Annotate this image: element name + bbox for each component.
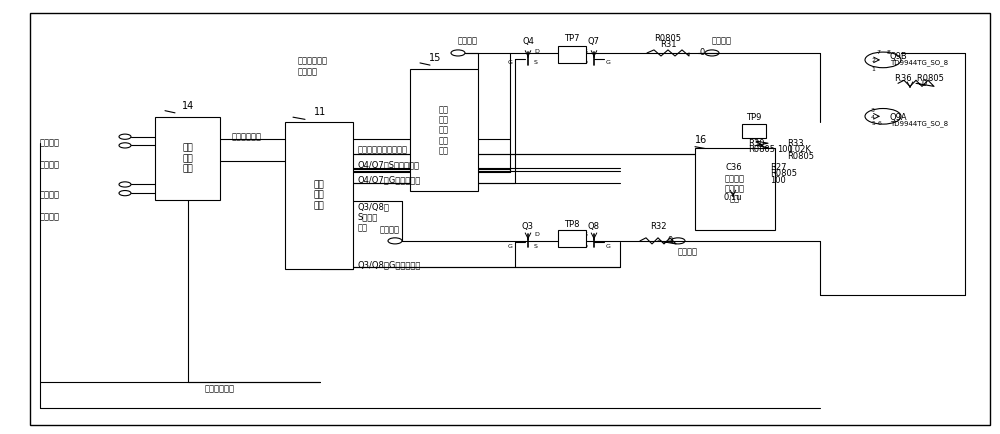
Text: S: S (534, 60, 538, 66)
Text: 控制信号: 控制信号 (40, 161, 60, 169)
Text: 15: 15 (429, 53, 441, 63)
Text: 负输入端: 负输入端 (380, 226, 400, 234)
Text: Q3/Q8的
S极控制
信号: Q3/Q8的 S极控制 信号 (358, 202, 390, 232)
Text: C36: C36 (725, 163, 742, 171)
Text: R32: R32 (650, 222, 666, 231)
Text: Q7: Q7 (588, 36, 600, 46)
Bar (695, 148, 775, 230)
Text: 泄放控制信号: 泄放控制信号 (205, 384, 235, 393)
Text: 初级高压检测: 初级高压检测 (298, 56, 328, 65)
Text: G: G (606, 244, 611, 249)
Text: 1: 1 (871, 67, 875, 72)
Bar (155, 117, 220, 200)
Text: 8: 8 (887, 49, 891, 55)
Text: Q3: Q3 (522, 222, 534, 231)
Text: R31: R31 (660, 40, 676, 49)
Text: TD9944TG_SO_8: TD9944TG_SO_8 (890, 59, 948, 66)
Text: 7: 7 (876, 49, 880, 55)
Text: Q8: Q8 (588, 222, 600, 231)
Text: R0805: R0805 (787, 152, 814, 161)
Text: 4: 4 (871, 115, 875, 120)
Text: Q9A: Q9A (890, 113, 908, 122)
Bar (285, 122, 353, 269)
Text: 11: 11 (314, 107, 326, 117)
Text: 保护信号: 保护信号 (298, 67, 318, 76)
Text: 次级高压
检测保护
电路: 次级高压 检测保护 电路 (725, 174, 745, 204)
Bar (558, 46, 586, 63)
Text: S: S (583, 49, 587, 54)
Text: 1.02K: 1.02K (787, 145, 811, 154)
Text: 0.1u: 0.1u (724, 193, 742, 202)
Text: R27: R27 (770, 163, 786, 171)
Text: D: D (582, 244, 587, 249)
Text: R36  R0805: R36 R0805 (895, 74, 944, 82)
Text: Q3/Q8的G极控制信号: Q3/Q8的G极控制信号 (358, 260, 421, 269)
Text: D: D (534, 232, 539, 237)
Text: 100: 100 (770, 176, 786, 184)
Text: 差分
输入
芯片: 差分 输入 芯片 (182, 144, 193, 173)
Text: 初级
高压
检测
保护
电路: 初级 高压 检测 保护 电路 (439, 105, 449, 155)
Text: 正输出端: 正输出端 (712, 37, 732, 46)
Text: G: G (606, 60, 611, 66)
Bar (558, 230, 586, 247)
Text: D: D (534, 49, 539, 54)
Text: 控制信号: 控制信号 (40, 213, 60, 221)
Text: 6: 6 (878, 121, 882, 126)
Text: 5: 5 (871, 121, 875, 126)
Text: 通道差分: 通道差分 (40, 139, 60, 148)
Text: 16: 16 (695, 135, 707, 145)
Text: 次级高压检测保护信号: 次级高压检测保护信号 (358, 145, 408, 154)
Text: D: D (582, 60, 587, 66)
Text: G: G (508, 244, 513, 249)
Text: S: S (583, 232, 587, 237)
Text: Q4/Q7的G极控制信号: Q4/Q7的G极控制信号 (358, 176, 421, 184)
Text: 负输出端: 负输出端 (678, 247, 698, 256)
Text: 14: 14 (182, 101, 194, 111)
Text: 100: 100 (777, 145, 793, 154)
Text: 2: 2 (871, 58, 875, 63)
Text: Q4/Q7的S极控制信号: Q4/Q7的S极控制信号 (358, 161, 420, 169)
Text: R0805: R0805 (654, 34, 682, 43)
Text: 逻辑
转换
电路: 逻辑 转换 电路 (314, 181, 324, 210)
Text: 0: 0 (921, 79, 926, 88)
Text: S: S (534, 244, 538, 249)
Text: TP7: TP7 (564, 34, 580, 43)
Text: R0805: R0805 (748, 145, 775, 155)
Text: R30: R30 (748, 139, 765, 148)
Text: 泄放差分: 泄放差分 (40, 191, 60, 200)
Text: 正输入端: 正输入端 (458, 37, 478, 46)
Text: R0805: R0805 (770, 169, 797, 178)
Text: TP8: TP8 (564, 220, 580, 229)
Text: 0: 0 (668, 237, 673, 245)
Bar (410, 69, 478, 191)
Text: R33: R33 (787, 139, 804, 148)
Text: TD9944TG_SO_8: TD9944TG_SO_8 (890, 120, 948, 127)
Text: TP9: TP9 (746, 113, 762, 122)
Text: Q4: Q4 (522, 36, 534, 46)
Text: 3: 3 (871, 108, 875, 113)
Text: 通道控制信号: 通道控制信号 (232, 132, 262, 141)
Text: 0: 0 (699, 49, 704, 57)
Text: G: G (508, 60, 513, 66)
Text: Q9B: Q9B (890, 52, 908, 61)
Bar (742, 124, 766, 138)
